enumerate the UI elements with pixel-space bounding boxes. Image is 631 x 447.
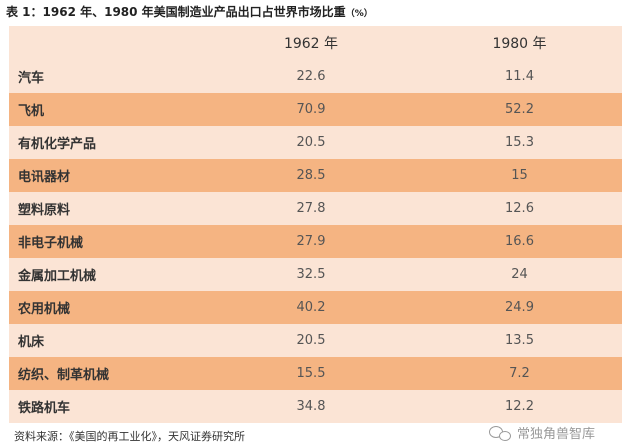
row-category-cell: 有机化学产品: [18, 137, 97, 152]
row-1980-cell: 16.6: [505, 234, 534, 249]
table-title: 表 1：1962 年、1980 年美国制造业产品出口占世界市场比重（%）: [6, 3, 373, 20]
row-category-cell: 机床: [18, 335, 45, 350]
row-category-cell: 飞机: [18, 104, 45, 119]
table-body: 汽车 22.6 11.4 飞机 70.9 52.2 有机化学产品 20.5 15.3 电讯器材 28…: [9, 60, 622, 423]
source-note: 资料来源：《美国的再工业化》，天风证券研究所: [14, 430, 245, 443]
header-cell-1962: 1962 年: [283, 36, 339, 52]
row-category-cell: 塑料原料: [18, 203, 71, 218]
row-1980-cell: 11.4: [505, 69, 534, 84]
row-category-cell: 纺织、制革机械: [18, 368, 110, 383]
row-1980-cell: 12.2: [505, 399, 534, 414]
row-1980-cell: 24.9: [505, 300, 534, 315]
row-1980-cell: 52.2: [505, 102, 534, 117]
row-1980-cell: 15.3: [505, 135, 534, 150]
row-1962-cell: 34.8: [296, 399, 326, 414]
wechat-icon: [489, 424, 513, 442]
row-1962-cell: 70.9: [296, 102, 326, 117]
row-category-cell: 汽车: [18, 71, 45, 86]
row-category-cell: 金属加工机械: [18, 269, 97, 284]
row-1962-cell: 28.5: [296, 168, 326, 183]
table-row: 铁路机车 34.8 12.2: [9, 390, 622, 423]
table-row: 塑料原料 27.8 12.6: [9, 192, 622, 225]
table-row: 金属加工机械 32.5 24: [9, 258, 622, 291]
row-1980-cell: 24: [511, 267, 528, 282]
row-1962-cell: 20.5: [296, 333, 326, 348]
row-1962-cell: 32.5: [296, 267, 326, 282]
row-1980-cell: 15: [511, 168, 528, 183]
table-row: 农用机械 40.2 24.9: [9, 291, 622, 324]
table-title-text: 表 1：1962 年、1980 年美国制造业产品出口占世界市场比重: [6, 5, 346, 19]
row-1962-cell: 27.8: [296, 201, 326, 216]
header-cell-1980: 1980 年: [492, 36, 547, 52]
row-1962-cell: 40.2: [296, 300, 326, 315]
row-1980-cell: 7.2: [509, 366, 530, 381]
row-1962-cell: 27.9: [296, 234, 326, 249]
row-1962-cell: 20.5: [296, 135, 326, 150]
table-header-row: 1962 年 1980 年: [9, 26, 622, 60]
table-title-unit: （%）: [345, 9, 373, 19]
row-category-cell: 铁路机车: [18, 401, 71, 416]
row-1980-cell: 13.5: [505, 333, 534, 348]
table-row: 有机化学产品 20.5 15.3: [9, 126, 622, 159]
table-row: 纺织、制革机械 15.5 7.2: [9, 357, 622, 390]
table-row: 非电子机械 27.9 16.6: [9, 225, 622, 258]
table-row: 机床 20.5 13.5: [9, 324, 622, 357]
row-category-cell: 农用机械: [18, 302, 71, 317]
row-1962-cell: 22.6: [296, 69, 326, 84]
row-category-cell: 电讯器材: [18, 170, 71, 185]
table-row: 飞机 70.9 52.2: [9, 93, 622, 126]
table-row: 电讯器材 28.5 15: [9, 159, 622, 192]
data-table: 1962 年 1980 年 汽车 22.6 11.4 飞机 70.9 52.2 有机化学产品…: [9, 26, 622, 423]
row-category-cell: 非电子机械: [18, 236, 84, 251]
table-row: 汽车 22.6 11.4: [9, 60, 622, 93]
row-1980-cell: 12.6: [505, 201, 534, 216]
row-1962-cell: 15.5: [296, 366, 326, 381]
watermark: 常独角兽智库: [489, 423, 595, 442]
watermark-text: 常独角兽智库: [517, 427, 596, 442]
